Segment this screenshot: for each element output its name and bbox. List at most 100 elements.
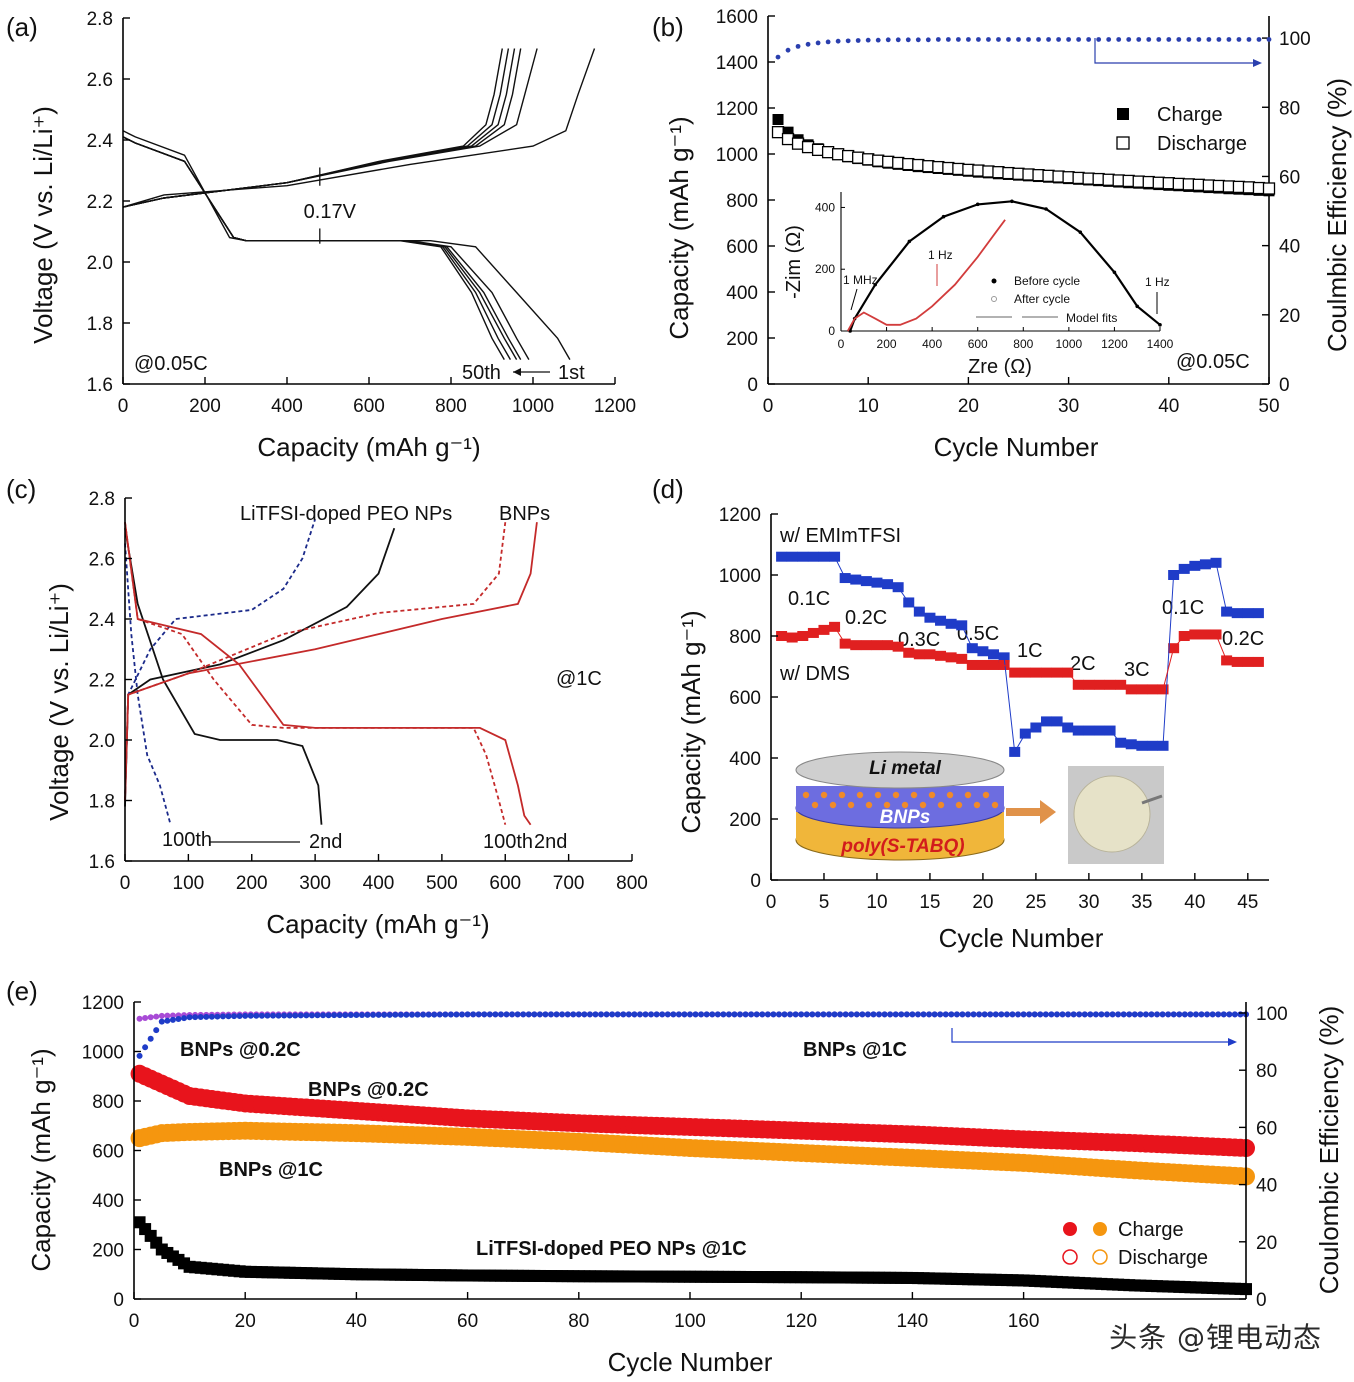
arrow-icon bbox=[1006, 800, 1056, 824]
before-cycle-point bbox=[1078, 230, 1083, 234]
freq-arrow-1mhz bbox=[850, 288, 858, 311]
ce-02c-point bbox=[286, 1012, 293, 1019]
y-axis-title: Voltage (V vs. Li/Li⁺) bbox=[28, 106, 58, 344]
ce-1c-point bbox=[153, 1013, 160, 1020]
ce-02c-point bbox=[987, 1011, 994, 1018]
ce-02c-point bbox=[409, 1011, 415, 1018]
efficiency-marker bbox=[1106, 37, 1112, 42]
panel-c: (c) 0 100 200 300 400 500 600 700 800 1.6 1.8 2.0 2.2… bbox=[6, 474, 648, 939]
discharge-marker bbox=[922, 160, 935, 173]
ce-02c-point bbox=[192, 1014, 199, 1021]
discharge-marker bbox=[771, 126, 785, 139]
ce-02c-point bbox=[358, 1011, 365, 1018]
efficiency-marker bbox=[1086, 37, 1092, 42]
x-axis-title: Capacity (mAh g⁻¹) bbox=[266, 909, 489, 939]
discharge-marker bbox=[942, 161, 955, 175]
cycle-arrow-head bbox=[513, 368, 521, 376]
ce-02c-point bbox=[1187, 1011, 1194, 1018]
efficiency-marker bbox=[955, 37, 961, 42]
ce-02c-point bbox=[1126, 1011, 1133, 1018]
ce-02c-point bbox=[581, 1011, 588, 1018]
y-tick-label: 1200 bbox=[82, 993, 124, 1014]
y2-tick-label: 40 bbox=[1256, 1176, 1277, 1197]
rate-annotation: @0.05C bbox=[1176, 351, 1250, 373]
particle bbox=[946, 791, 954, 799]
y2-tick-label: 0 bbox=[1279, 375, 1290, 396]
particle bbox=[892, 791, 900, 799]
ce-02c-point bbox=[1215, 1011, 1222, 1018]
discharge-marker bbox=[1042, 169, 1055, 183]
ce-02c-point bbox=[219, 1013, 226, 1020]
x-tick-label: 400 bbox=[271, 396, 303, 417]
discharge-curve-cycle-10 bbox=[122, 136, 530, 360]
ce-02c-point bbox=[392, 1011, 399, 1018]
ce-02c-point bbox=[1142, 1011, 1149, 1018]
discharge-marker bbox=[982, 165, 995, 178]
freq-1mhz-label: 1 MHz bbox=[843, 273, 878, 287]
efficiency-marker bbox=[775, 54, 781, 60]
charge-curve-cycle-1 bbox=[122, 48, 596, 208]
ce-1c-point bbox=[169, 1012, 176, 1019]
discharge-marker bbox=[882, 155, 895, 168]
inset-x-tick-label: 200 bbox=[877, 337, 897, 351]
ce-02c-point bbox=[320, 1012, 327, 1019]
axis-arrow-head bbox=[1253, 59, 1262, 67]
emimtfsi-line bbox=[781, 556, 1259, 754]
before-cycle-curve bbox=[849, 200, 1161, 332]
dms-line bbox=[781, 626, 1259, 690]
rate-label: 0.3C bbox=[898, 629, 940, 651]
particle bbox=[802, 791, 810, 799]
label-2nd-red: 2nd bbox=[534, 831, 567, 853]
y-tick-label: 1000 bbox=[719, 566, 761, 587]
x-tick-label: 15 bbox=[919, 892, 940, 913]
ce-02c-point bbox=[1220, 1011, 1227, 1018]
efficiency-marker bbox=[966, 37, 971, 42]
inset-x-tick-label: 600 bbox=[968, 337, 988, 351]
freq-1hz-before-label: 1 Hz bbox=[1145, 275, 1170, 289]
ce-02c-point bbox=[403, 1011, 410, 1018]
ce-02c-point bbox=[353, 1011, 360, 1018]
ce-1c-point bbox=[164, 1012, 171, 1019]
legend-before-marker bbox=[991, 278, 997, 284]
ce-02c-point bbox=[264, 1012, 271, 1019]
y-tick-label: 600 bbox=[729, 688, 761, 709]
efficiency-marker bbox=[1026, 37, 1031, 42]
watermark-text: 头条 @锂电动态 bbox=[1109, 1321, 1322, 1354]
panel-a: (a) 0 200 400 600 800 1000 1200 1.6 1.8 2.0 2.2 2.4 2… bbox=[6, 9, 636, 462]
efficiency-marker bbox=[805, 41, 811, 47]
ce-02c-point bbox=[342, 1012, 349, 1019]
ce-02c-point bbox=[292, 1012, 299, 1019]
particle bbox=[874, 791, 882, 799]
x-tick-label: 0 bbox=[118, 396, 129, 417]
axis-arrow bbox=[951, 1028, 1232, 1043]
discharge-marker bbox=[952, 162, 965, 176]
ce-02c-point bbox=[826, 1011, 832, 1018]
ce-02c-point bbox=[297, 1012, 304, 1019]
emimtfsi-marker bbox=[1252, 608, 1264, 619]
ce-02c-point bbox=[1137, 1011, 1144, 1018]
emimtfsi-marker bbox=[776, 551, 788, 562]
efficiency-marker bbox=[1246, 37, 1252, 42]
ce-02c-point bbox=[270, 1012, 276, 1019]
ce-02c-point bbox=[720, 1011, 727, 1018]
y2-tick-label: 80 bbox=[1279, 98, 1300, 119]
ce-02c-point bbox=[1226, 1011, 1233, 1018]
y-axis-title: Coulombic Efficiency (%) bbox=[1314, 1006, 1344, 1295]
legend-charge-marker bbox=[1117, 108, 1129, 120]
discharge-marker bbox=[1142, 175, 1155, 189]
discharge-marker bbox=[1092, 172, 1105, 186]
y-tick-label: 800 bbox=[92, 1092, 124, 1113]
y-tick-label: 2.0 bbox=[89, 731, 115, 752]
y-tick-label: 2.0 bbox=[87, 253, 113, 274]
ce-02c-point bbox=[948, 1011, 955, 1018]
x-tick-label: 0 bbox=[120, 873, 131, 894]
ce-02c-point bbox=[737, 1011, 744, 1018]
efficiency-marker bbox=[996, 37, 1001, 42]
ce-02c-point bbox=[742, 1011, 749, 1018]
efficiency-marker bbox=[945, 37, 951, 42]
before-cycle-point bbox=[1135, 304, 1140, 309]
dms-marker bbox=[1252, 656, 1264, 667]
y-axis-title: Voltage (V vs. Li/Li⁺) bbox=[44, 583, 74, 821]
ce-02c-point bbox=[1053, 1011, 1060, 1018]
y-tick-label: 1.8 bbox=[87, 314, 113, 335]
